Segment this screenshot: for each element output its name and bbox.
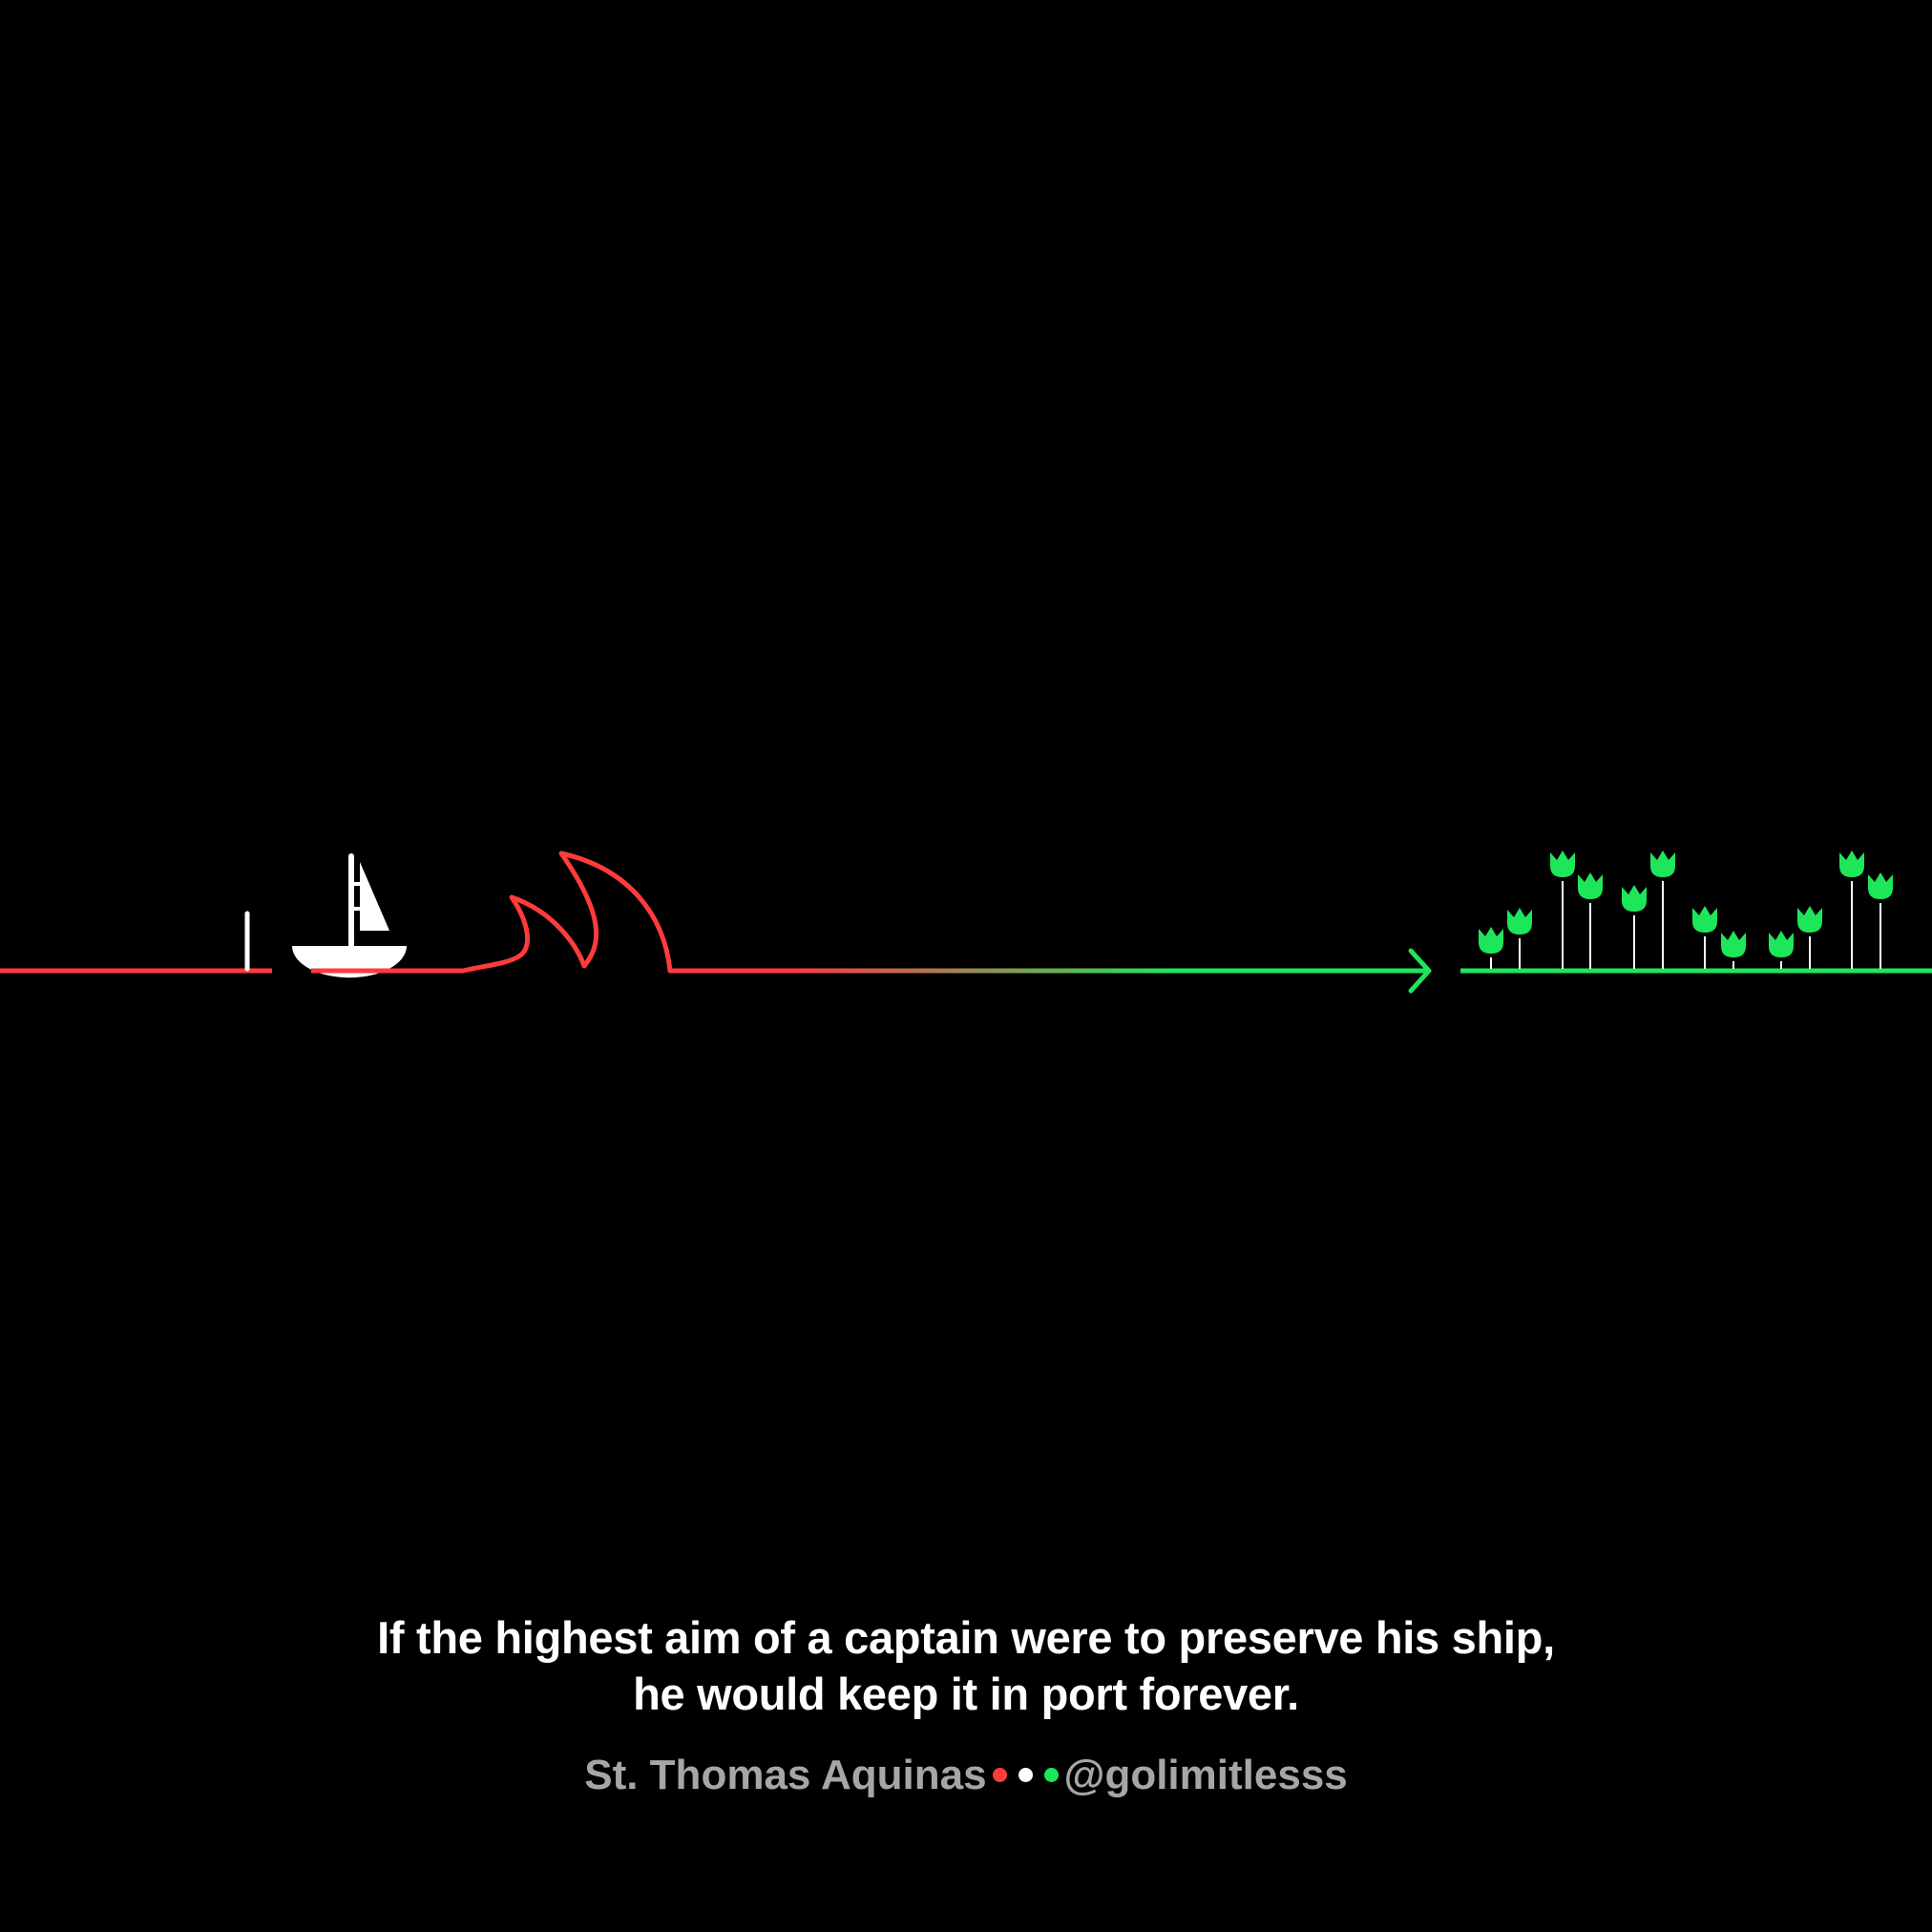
green-dot-icon: [1043, 1767, 1059, 1782]
quote: If the highest aim of a captain were to …: [0, 1609, 1932, 1722]
tulip-icon: [1868, 872, 1893, 969]
tulip-icon: [1650, 850, 1675, 969]
author-name: St. Thomas Aquinas: [584, 1752, 987, 1798]
tulip-icon: [1550, 850, 1575, 969]
tulip-icon: [1479, 927, 1503, 969]
tulip-icon: [1622, 885, 1647, 969]
quote-line-2: he would keep it in port forever.: [633, 1669, 1299, 1719]
credit: St. Thomas Aquinas @golimitlesss: [0, 1751, 1932, 1800]
white-dot-icon: [1018, 1767, 1033, 1782]
sailboat-icon: [292, 853, 407, 978]
tulip-icon: [1692, 906, 1717, 969]
quote-line-1: If the highest aim of a captain were to …: [377, 1612, 1555, 1663]
tulip-icon: [1769, 931, 1794, 969]
tulip-icon: [1797, 906, 1822, 969]
tulip-icon: [1721, 931, 1746, 969]
handle: @golimitlesss: [1063, 1752, 1348, 1798]
tulip-icon: [1578, 872, 1603, 969]
tulip-icon: [1507, 908, 1532, 969]
tulip-icon: [1839, 850, 1864, 969]
red-dot-icon: [992, 1767, 1007, 1782]
arrow-icon: [1408, 948, 1432, 994]
wave-icon: [460, 850, 673, 974]
tulip-garden: [1479, 850, 1893, 969]
